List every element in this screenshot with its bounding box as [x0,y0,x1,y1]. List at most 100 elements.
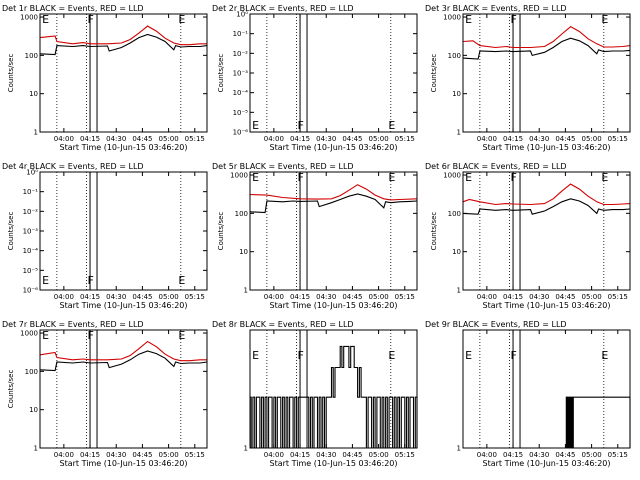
panel-4-ytick-label-6: 10⁻¹ [23,188,39,196]
panel-4-frame [39,171,208,291]
panel-8-annotation-3: E [388,349,395,362]
panel-4-xtick-label-1: 04:00 [54,293,74,301]
panel-6-xtick-label-1: 04:00 [477,293,497,301]
panel-4-annotation-3: E [178,274,185,287]
panel-7-xtick-label-4: 04:45 [132,451,152,459]
panel-8-xlabel: Start Time (10-Jun-15 03:46:20) [270,459,398,468]
panel-1-series-lld [39,25,207,46]
panel-1-ytick-label-3: 100 [25,52,38,60]
panel-1-annotation-2: F [88,13,94,26]
panel-6-annotation-2: F [511,171,517,184]
panel-9-xtick-label-4: 04:45 [555,451,575,459]
panel-4-xtick-label-2: 04:15 [80,293,100,301]
panel-6-ytick-label-4: 1000 [443,172,461,180]
panel-3-xlabel: Start Time (10-Jun-15 03:46:20) [483,143,611,152]
panel-2-xtick-label-3: 04:30 [316,135,336,143]
panel-6-xlabel: Start Time (10-Jun-15 03:46:20) [483,301,611,310]
panel-5-ytick-label-4: 1000 [230,172,248,180]
panel-9-annotation-1: E [465,349,472,362]
panel-7-ytick-label-4: 1000 [20,330,38,338]
panel-8-title: Det 8r BLACK = Events, RED = LLD [212,320,354,329]
panel-4-xtick-label-6: 05:15 [185,293,205,301]
panel-2-ytick-label-2: 10⁻⁵ [233,109,249,117]
panel-7-series-events [39,350,208,372]
panel-2-xtick-label-4: 04:45 [342,135,362,143]
panel-2-xtick-label-2: 04:15 [290,135,310,143]
panel-7-series-lld [39,340,207,362]
panel-3-ytick-label-3: 100 [448,52,461,60]
panel-9-xlabel: Start Time (10-Jun-15 03:46:20) [483,459,611,468]
panel-3-series-events [462,37,631,60]
panel-5-xtick-label-5: 05:00 [369,293,389,301]
panel-2-annotation-1: E [252,119,259,132]
panel-5-annotation-2: F [298,171,304,184]
panel-4-xtick-label-5: 05:00 [159,293,179,301]
panel-7-ytick-label-2: 10 [29,406,38,414]
panel-4-ytick-label-2: 10⁻⁵ [23,267,39,275]
panel-7-frame [39,329,208,449]
panel-1-xtick-label-1: 04:00 [54,135,74,143]
panel-1-xtick-label-5: 05:00 [159,135,179,143]
panel-6-xtick-label-2: 04:15 [503,293,523,301]
panel-5-annotation-3: E [388,171,395,184]
panel-8-annotation-1: E [252,349,259,362]
panel-8-xtick-label-3: 04:30 [316,451,336,459]
panel-3-annotation-2: F [511,13,517,26]
panel-1-ytick-label-2: 10 [29,90,38,98]
panel-4-title: Det 4r BLACK = Events, RED = LLD [2,162,144,171]
panel-8-xtick-label-5: 05:00 [369,451,389,459]
panel-6-title: Det 6r BLACK = Events, RED = LLD [425,162,567,171]
panel-6-xtick-label-3: 04:30 [529,293,549,301]
panel-3-xtick-label-2: 04:15 [503,135,523,143]
panel-9-xtick-label-2: 04:15 [503,451,523,459]
panel-2-xtick-label-1: 04:00 [264,135,284,143]
panel-7-xtick-label-5: 05:00 [159,451,179,459]
panel-8-frame [249,329,418,449]
panel-2-ytick-label-3: 10⁻⁴ [233,89,249,97]
panel-6-series-events [462,198,631,215]
panel-1-title: Det 1r BLACK = Events, RED = LLD [2,4,144,13]
panel-2-ytick-label-5: 10⁻² [233,50,249,58]
panel-3-xtick-label-4: 04:45 [555,135,575,143]
panel-2-annotation-2: F [298,119,304,132]
panel-8-annotation-2: F [298,349,304,362]
panel-7-annotation-1: E [42,329,49,342]
panel-3-ytick-label-4: 1000 [443,14,461,22]
panel-6-annotation-3: E [601,171,608,184]
panel-7-xtick-label-6: 05:15 [185,451,205,459]
panel-4-ylabel: Counts/sec [7,212,15,251]
panel-6-xtick-label-6: 05:15 [608,293,628,301]
panel-9-annotation-2: F [511,349,517,362]
panel-4-annotation-1: E [42,274,49,287]
panel-2-ytick-label-7: 10⁰ [236,11,248,19]
panel-5-xlabel: Start Time (10-Jun-15 03:46:20) [270,301,398,310]
panel-3-annotation-1: E [465,13,472,26]
panel-4-ytick-label-7: 10⁰ [26,169,38,177]
panel-1-frame [39,13,208,133]
panel-8-xtick-label-4: 04:45 [342,451,362,459]
panel-3-xtick-label-3: 04:30 [529,135,549,143]
panel-5-xtick-label-1: 04:00 [264,293,284,301]
panel-3-series-lld [462,26,631,49]
panel-1-xtick-label-2: 04:15 [80,135,100,143]
panel-6-ytick-label-3: 100 [448,210,461,218]
panel-9-xtick-label-1: 04:00 [477,451,497,459]
panel-5-title: Det 5r BLACK = Events, RED = LLD [212,162,354,171]
panel-3-title: Det 3r BLACK = Events, RED = LLD [425,4,567,13]
panel-2-ytick-label-4: 10⁻³ [233,70,249,78]
panel-5-ytick-label-2: 10 [239,248,248,256]
panel-3-xtick-label-1: 04:00 [477,135,497,143]
panel-9-title: Det 9r BLACK = Events, RED = LLD [425,320,567,329]
panel-6-ytick-label-2: 10 [452,248,461,256]
panel-3-ytick-label-2: 10 [452,90,461,98]
panel-7-ytick-label-3: 100 [25,368,38,376]
panel-5-xtick-label-3: 04:30 [316,293,336,301]
panel-4-ytick-label-3: 10⁻⁴ [23,247,39,255]
panel-9-frame [462,329,631,449]
panel-2-xtick-label-6: 05:15 [395,135,415,143]
panel-4-ytick-label-4: 10⁻³ [23,228,39,236]
panel-1-ytick-label-1: 1 [34,129,38,137]
panel-7-ylabel: Counts/sec [7,370,15,409]
panel-7-ytick-label-1: 1 [34,445,38,453]
